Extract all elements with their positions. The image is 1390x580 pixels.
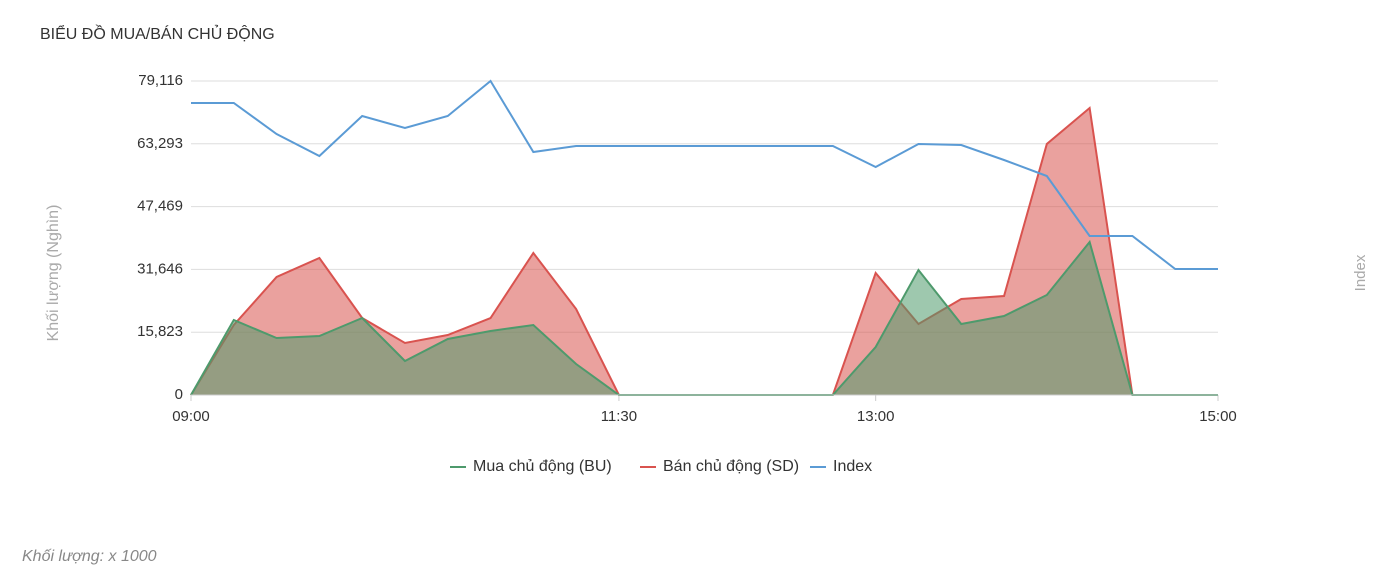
legend-label: Bán chủ động (SD) — [663, 458, 799, 475]
y-tick-label: 15,823 — [137, 323, 183, 340]
chart-title: BIỂU ĐỒ MUA/BÁN CHỦ ĐỘNG — [40, 24, 275, 43]
line — [191, 79, 1218, 271]
y-tick-label: 79,116 — [138, 72, 183, 89]
y-tick-label: 47,469 — [137, 198, 183, 215]
legend-label: Mua chủ động (BU) — [473, 458, 612, 475]
x-tick-label: 09:00 — [172, 408, 210, 425]
x-tick-label: 15:00 — [1199, 408, 1237, 425]
x-tick-label: 13:00 — [857, 408, 895, 425]
x-tick-label: 11:30 — [601, 408, 637, 425]
area — [191, 242, 1218, 395]
footnote: Khối lượng: x 1000 — [22, 548, 157, 565]
y2-axis-label: Index — [1352, 254, 1369, 291]
y-tick-label: 63,293 — [137, 135, 183, 152]
y-axis-label: Khối lượng (Nghìn) — [45, 205, 62, 342]
y-tick-label: 31,646 — [137, 260, 183, 277]
y-tick-label: 0 — [175, 386, 183, 403]
legend-label: Index — [833, 458, 872, 475]
